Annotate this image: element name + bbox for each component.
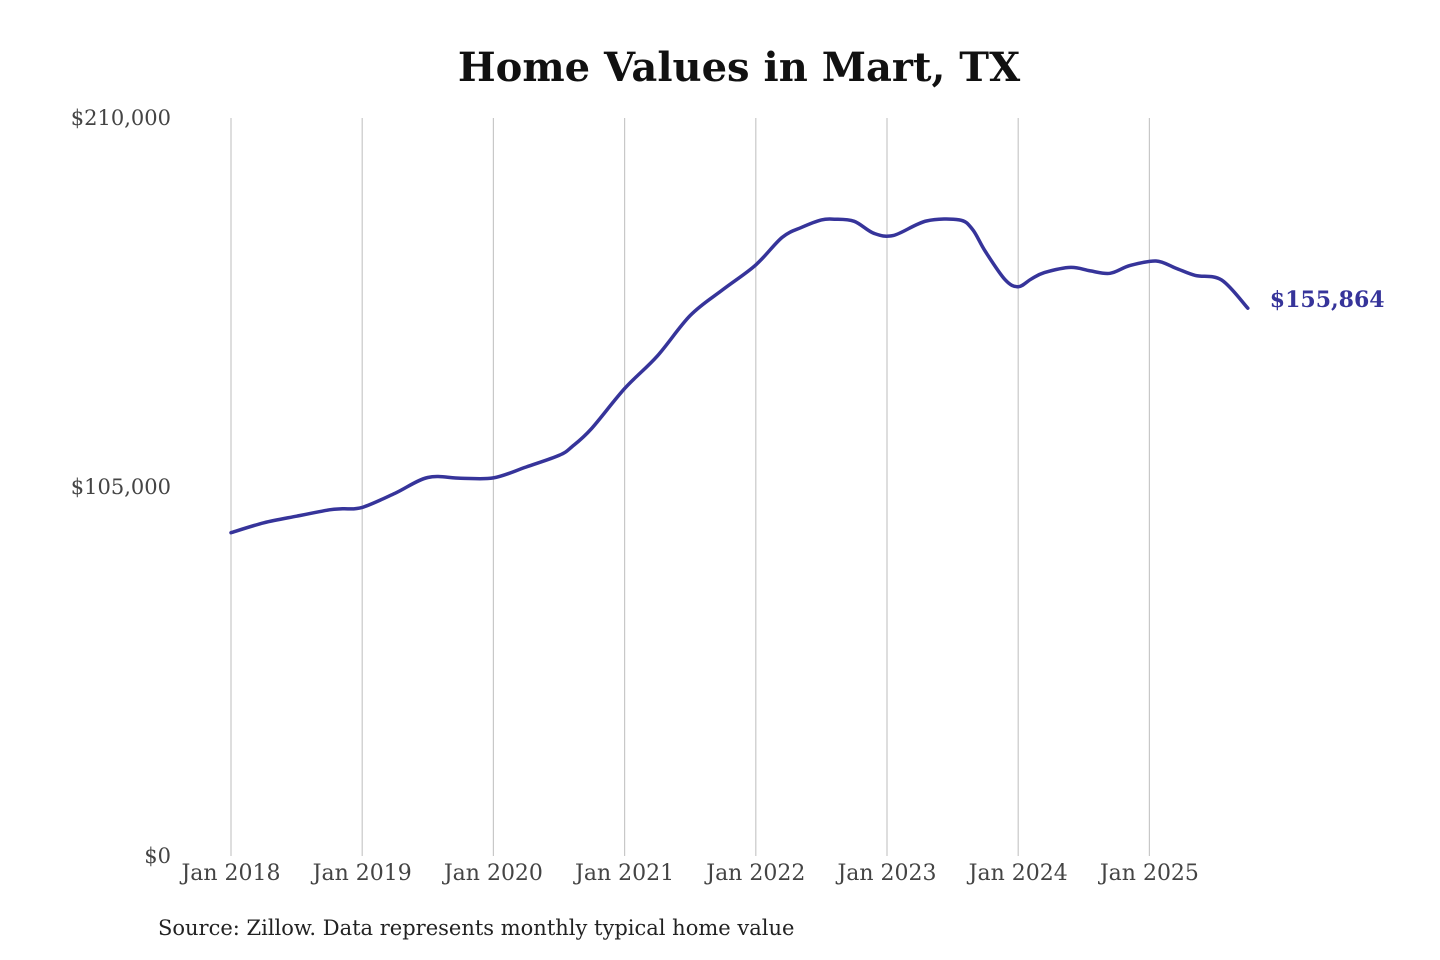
end-value-label: $155,864 xyxy=(1270,287,1385,313)
x-tick-label: Jan 2024 xyxy=(967,861,1068,886)
x-tick-label: Jan 2019 xyxy=(311,861,412,886)
chart-title: Home Values in Mart, TX xyxy=(457,44,1021,91)
y-tick-label: $0 xyxy=(144,844,171,868)
y-tick-label: $210,000 xyxy=(71,106,171,130)
x-axis-ticks: Jan 2018 Jan 2019 Jan 2020 Jan 2021 Jan 2022… xyxy=(179,861,1198,886)
x-tick-label: Jan 2022 xyxy=(704,861,805,886)
x-tick-label: Jan 2020 xyxy=(442,861,543,886)
x-tick-label: Jan 2018 xyxy=(179,861,280,886)
x-tick-label: Jan 2023 xyxy=(835,861,936,886)
x-tick-label: Jan 2021 xyxy=(573,861,674,886)
source-note: Source: Zillow. Data represents monthly … xyxy=(158,916,795,940)
y-axis-ticks: $0 $105,000 $210,000 xyxy=(71,106,171,868)
gridlines xyxy=(230,118,1151,856)
series-line-home-value xyxy=(229,217,1250,535)
x-tick-label: Jan 2025 xyxy=(1098,861,1199,886)
y-tick-label: $105,000 xyxy=(71,475,171,499)
